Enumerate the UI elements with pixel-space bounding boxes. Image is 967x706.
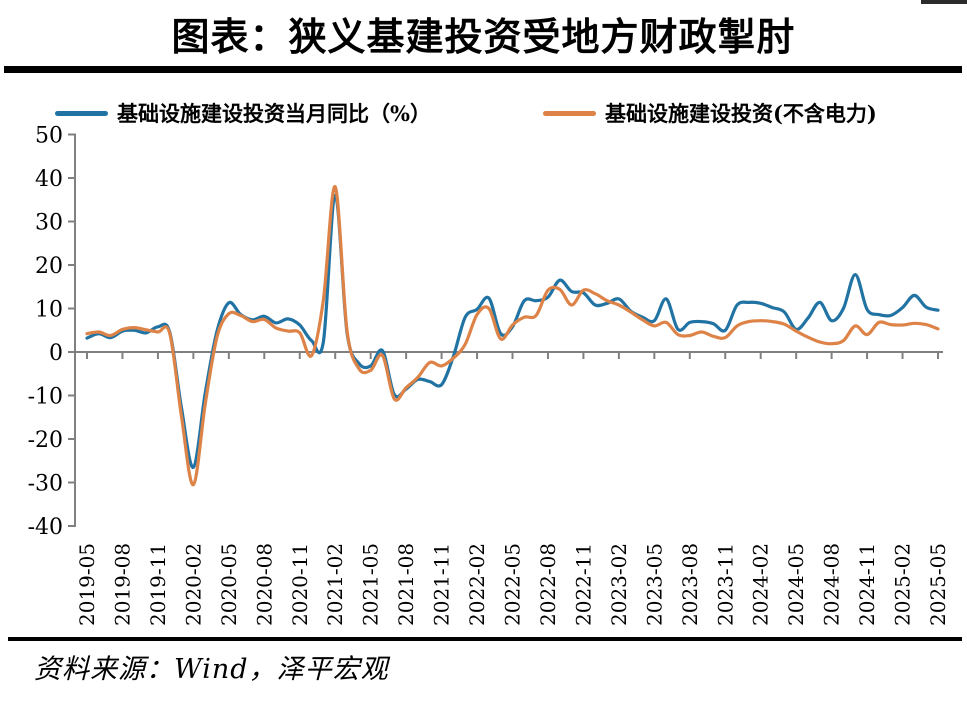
x-tick-label: 2023-02 bbox=[607, 543, 631, 626]
title-divider-rule bbox=[4, 66, 962, 73]
x-tick-label: 2024-11 bbox=[855, 543, 879, 626]
x-tick-label: 2021-11 bbox=[430, 543, 454, 626]
x-tick-label: 2025-05 bbox=[926, 543, 950, 626]
x-tick-label: 2025-02 bbox=[891, 543, 915, 626]
y-tick-label: 20 bbox=[35, 254, 63, 279]
x-tick-label: 2022-05 bbox=[501, 543, 525, 626]
y-tick-label: -10 bbox=[28, 385, 63, 410]
x-tick-label: 2020-05 bbox=[217, 543, 241, 626]
source-note: 资料来源：Wind，泽平宏观 bbox=[34, 654, 389, 685]
series-line-monthly-yoy bbox=[85, 193, 940, 469]
legend-line-orange-icon bbox=[543, 110, 596, 116]
x-tick-label: 2021-02 bbox=[323, 543, 347, 626]
x-tick-label: 2022-11 bbox=[571, 543, 595, 626]
x-tick-label: 2023-11 bbox=[713, 543, 737, 626]
footer-divider-rule bbox=[8, 637, 962, 641]
x-tick-label: 2022-08 bbox=[536, 543, 560, 626]
y-tick-label: 30 bbox=[35, 211, 63, 236]
y-tick-label: -40 bbox=[28, 515, 63, 540]
x-tick-label: 2021-08 bbox=[394, 543, 418, 626]
y-tick-label: 50 bbox=[35, 124, 63, 149]
x-tick-label: 2023-05 bbox=[642, 543, 666, 626]
legend-item-ex-power: 基础设施建设投资(不含电力) bbox=[543, 98, 877, 128]
x-tick-label: 2021-05 bbox=[359, 543, 383, 626]
page-title: 图表：狭义基建投资受地方财政掣肘 bbox=[171, 14, 796, 59]
y-tick-label: 40 bbox=[35, 167, 63, 192]
legend-label: 基础设施建设投资(不含电力) bbox=[605, 101, 877, 126]
x-tick-label: 2020-11 bbox=[288, 543, 312, 626]
x-tick-label: 2023-08 bbox=[678, 543, 702, 626]
legend-item-monthly-yoy: 基础设施建设投资当月同比（%） bbox=[55, 98, 431, 128]
series-line-ex-power bbox=[85, 185, 940, 487]
y-tick-label: -20 bbox=[28, 428, 63, 453]
top-right-mark bbox=[921, 0, 967, 4]
legend-line-blue-icon bbox=[55, 110, 108, 116]
y-tick-label: -30 bbox=[28, 472, 63, 497]
x-tick-label: 2019-11 bbox=[146, 543, 170, 626]
x-tick-label: 2024-02 bbox=[749, 543, 773, 626]
y-tick-label: 0 bbox=[49, 341, 63, 366]
x-tick-label: 2024-05 bbox=[784, 543, 808, 626]
x-tick-label: 2020-08 bbox=[252, 543, 276, 626]
x-tick-label: 2019-08 bbox=[110, 543, 134, 626]
legend-label: 基础设施建设投资当月同比（%） bbox=[117, 101, 431, 126]
x-tick-label: 2019-05 bbox=[75, 543, 99, 626]
x-tick-label: 2020-02 bbox=[181, 543, 205, 626]
y-tick-label: 10 bbox=[35, 298, 63, 323]
x-tick-label: 2022-02 bbox=[465, 543, 489, 626]
x-tick-label: 2024-08 bbox=[820, 543, 844, 626]
